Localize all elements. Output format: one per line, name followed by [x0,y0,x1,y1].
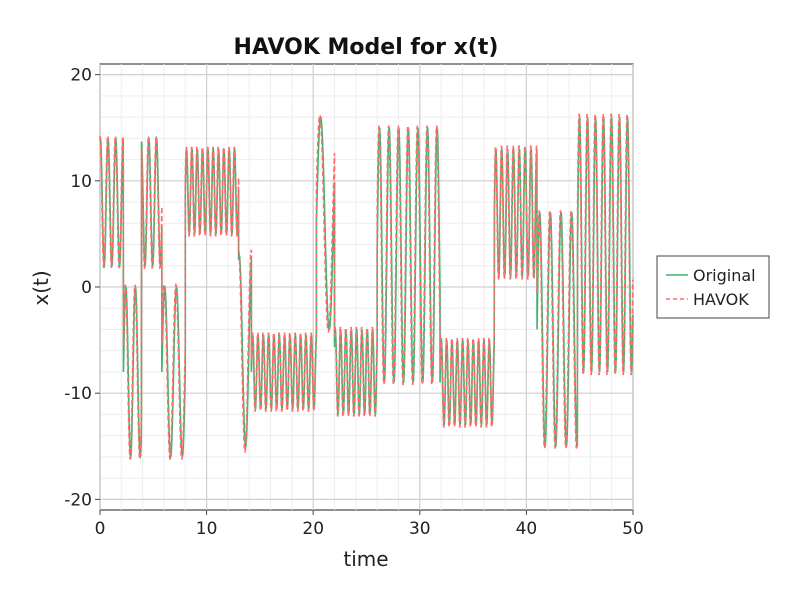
x-tick-label: 50 [622,519,644,539]
y-axis-title: x(t) [29,270,53,305]
legend-label-original: Original [693,266,756,285]
y-tick-label: 10 [70,172,92,192]
y-tick-label: 20 [70,66,92,86]
y-axis-ticks: 20 10 0 -10 -20 [64,66,100,510]
y-tick-label: -10 [64,384,92,404]
x-tick-label: 0 [95,519,106,539]
chart-title: HAVOK Model for x(t) [234,35,499,60]
y-tick-label: 0 [81,278,92,298]
x-tick-label: 40 [516,519,538,539]
series-line-havok [99,113,634,460]
x-tick-label: 30 [409,519,431,539]
x-axis-title: time [343,547,388,571]
x-tick-label: 20 [302,519,324,539]
x-tick-label: 10 [196,519,218,539]
series-layer [99,113,634,460]
x-axis-ticks: 0 10 20 30 40 50 [95,510,644,539]
y-tick-label: -20 [64,490,92,510]
legend-box [656,255,770,319]
legend-label-havok: HAVOK [693,290,749,309]
legend: Original HAVOK [656,255,770,319]
plot-area [99,63,634,511]
